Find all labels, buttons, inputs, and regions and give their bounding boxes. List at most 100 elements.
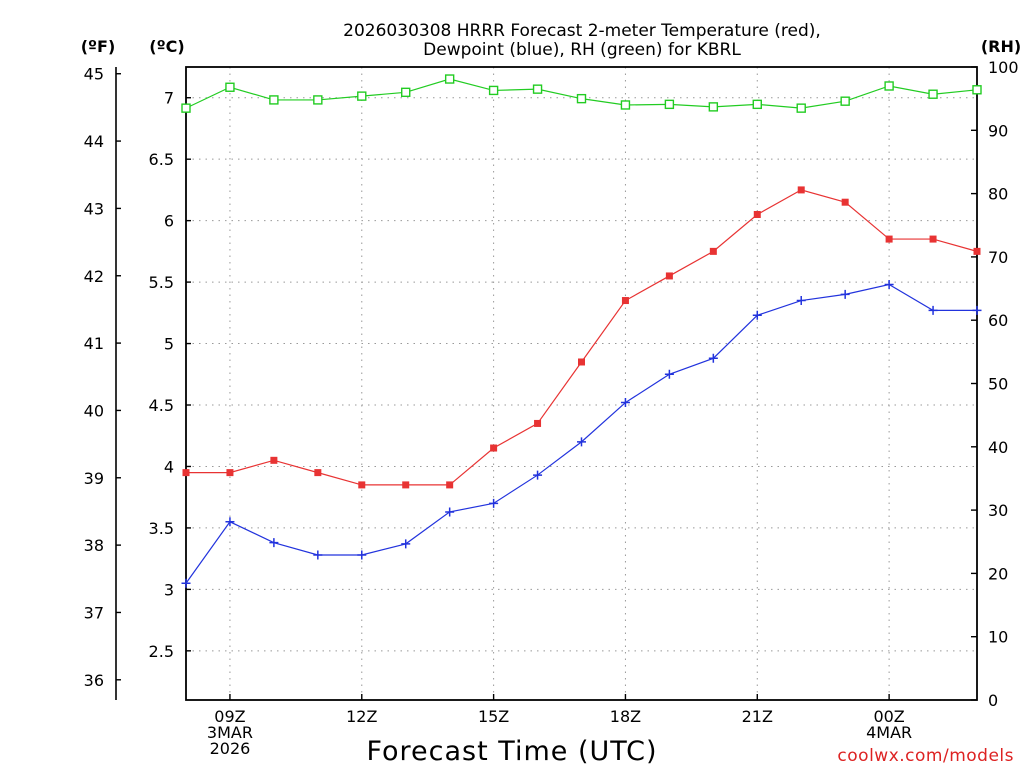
temperature-point	[446, 481, 454, 489]
rh-point	[181, 103, 191, 113]
x-tick-label: 3MAR	[207, 723, 253, 742]
data-series	[181, 74, 982, 588]
plot-frame	[185, 66, 978, 701]
x-tick-label: 18Z	[610, 707, 641, 726]
temperature-point	[665, 272, 673, 280]
rh-tick-label: 0	[988, 691, 998, 710]
fahrenheit-tick-label: 39	[84, 469, 104, 488]
fahrenheit-tick-label: 45	[84, 65, 104, 84]
dewpoint-point	[884, 280, 894, 290]
rh-point	[488, 85, 499, 96]
rh-point	[401, 87, 411, 98]
rh-point	[357, 91, 367, 101]
rh-line	[185, 78, 978, 109]
temperature-point	[490, 444, 498, 452]
dewpoint-point	[357, 550, 367, 560]
rh-tick-label: 10	[988, 628, 1008, 647]
temperature-point	[226, 469, 234, 477]
rh-point	[796, 103, 806, 113]
rh-tick-label: 90	[988, 121, 1008, 140]
rh-unit-label: (RH)	[981, 37, 1021, 56]
temperature-point	[534, 419, 542, 427]
temperature-point	[621, 297, 629, 305]
dewpoint-point	[620, 398, 630, 408]
fahrenheit-tick-label: 36	[84, 671, 104, 690]
rh-point	[752, 99, 762, 110]
temperature-point	[314, 469, 322, 477]
temperature-point	[797, 186, 805, 194]
x-tick-label: 12Z	[346, 707, 377, 726]
x-tick-label: 21Z	[742, 707, 773, 726]
x-tick-label: 4MAR	[866, 723, 912, 742]
rh-point	[884, 81, 894, 91]
rh-point	[269, 95, 279, 105]
dewpoint-point	[928, 305, 938, 315]
rh-tick-label: 40	[988, 438, 1008, 457]
celsius-tick-label: 5.5	[149, 273, 174, 292]
dewpoint-point	[708, 353, 718, 363]
x-tick-label: 09Z	[214, 707, 245, 726]
dewpoint-point	[401, 539, 411, 549]
dewpoint-point	[313, 550, 323, 560]
rh-point	[840, 96, 850, 106]
rh-point	[532, 84, 543, 94]
fahrenheit-tick-label: 44	[84, 132, 104, 151]
temperature-point	[841, 198, 849, 206]
dewpoint-point	[533, 470, 543, 480]
rh-tick-label: 20	[988, 564, 1008, 583]
rh-point	[972, 85, 982, 95]
celsius-tick-label: 5	[164, 335, 174, 354]
dewpoint-point	[577, 437, 586, 447]
fahrenheit-tick-label: 37	[84, 603, 104, 622]
dewpoint-point	[489, 498, 499, 508]
temperature-point	[753, 210, 761, 218]
rh-point	[313, 95, 323, 105]
rh-tick-label: 30	[988, 501, 1008, 520]
celsius-tick-label: 4.5	[149, 396, 174, 415]
temperature-point	[973, 247, 981, 255]
temperature-point	[929, 235, 937, 243]
rh-point	[576, 93, 587, 104]
rh-tick-label: 50	[988, 375, 1008, 394]
dewpoint-point	[225, 517, 235, 527]
dewpoint-point	[796, 296, 806, 306]
chart-title-line-2: Dewpoint (blue), RH (green) for KBRL	[423, 40, 741, 60]
rh-tick-label: 80	[988, 185, 1008, 204]
rh-point	[444, 74, 455, 84]
fahrenheit-tick-label: 38	[84, 536, 104, 555]
rh-point	[708, 102, 719, 112]
dewpoint-point	[664, 369, 674, 379]
celsius-tick-label: 6.5	[149, 150, 174, 169]
rh-point	[620, 100, 631, 110]
celsius-tick-label: 4	[164, 457, 174, 476]
fahrenheit-tick-label: 40	[84, 401, 104, 420]
grid-lines	[186, 67, 977, 700]
celsius-tick-label: 2.5	[149, 642, 174, 661]
x-axis-label: Forecast Time (UTC)	[366, 736, 657, 767]
celsius-unit-label: (ºC)	[149, 37, 184, 56]
temperature-point	[709, 247, 717, 255]
temperature-point	[270, 456, 278, 464]
dewpoint-line	[185, 283, 977, 584]
rh-point	[928, 89, 938, 99]
fahrenheit-tick-label: 43	[84, 199, 104, 218]
dewpoint-point	[445, 507, 455, 517]
rh-tick-label: 100	[988, 58, 1019, 77]
rh-point	[664, 99, 675, 110]
rh-point	[225, 82, 235, 92]
dewpoint-point	[752, 310, 762, 320]
dewpoint-point	[269, 538, 279, 548]
celsius-tick-label: 3	[164, 580, 174, 599]
temperature-point	[578, 358, 585, 366]
rh-tick-label: 60	[988, 311, 1008, 330]
dewpoint-point	[972, 305, 982, 315]
fahrenheit-tick-label: 41	[84, 334, 104, 353]
x-tick-label: 15Z	[478, 707, 509, 726]
temperature-point	[358, 481, 366, 489]
dewpoint-point	[840, 289, 850, 299]
temperature-point	[885, 235, 893, 243]
celsius-tick-label: 6	[164, 212, 174, 231]
chart-title-line-1: 2026030308 HRRR Forecast 2-meter Tempera…	[343, 21, 821, 41]
watermark: coolwx.com/models	[837, 746, 1014, 766]
